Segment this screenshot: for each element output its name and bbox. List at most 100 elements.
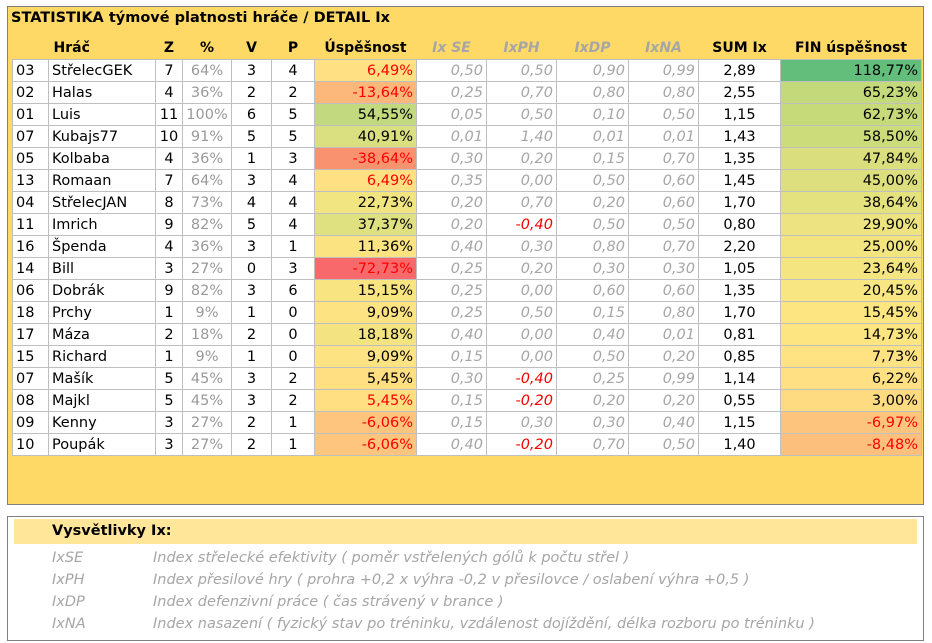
ixse-cell: 0,20 (416, 191, 487, 214)
uspesnost-cell: 9,09% (314, 301, 417, 324)
player-name-cell: Romaan (48, 169, 156, 192)
player-id-cell: 18 (12, 301, 49, 324)
percent-cell: 9% (182, 345, 232, 368)
player-name-cell: Mašík (48, 367, 156, 390)
sum-ix-cell: 1,70 (698, 191, 781, 214)
fin-uspesnost-cell: 15,45% (780, 301, 922, 324)
col-header-z: Z (163, 40, 175, 56)
col-header-fin-uspesnost: FIN úspěšnost (794, 40, 908, 56)
p-cell: 4 (271, 169, 315, 192)
uspesnost-cell: 54,55% (314, 103, 417, 126)
ixdp-cell: 0,30 (556, 411, 629, 434)
player-name-cell: Poupák (48, 433, 156, 456)
table-row: 13 Romaan 7 64% 3 4 6,49% 0,35 0,00 0,50 0,60 1,45 4… (12, 169, 922, 192)
player-id-cell: 10 (12, 433, 49, 456)
ixdp-cell: 0,70 (556, 433, 629, 456)
ixdp-cell: 0,50 (556, 169, 629, 192)
ixph-cell: 0,50 (486, 59, 557, 82)
legend-code: IxSE (52, 550, 84, 566)
fin-uspesnost-cell: 118,77% (780, 59, 922, 82)
p-cell: 1 (271, 411, 315, 434)
table-row: 08 Majkl 5 45% 3 2 5,45% 0,15 -0,20 0,20 0,20 0,55 3… (12, 389, 922, 412)
ixph-cell: 1,40 (486, 125, 557, 148)
ixdp-cell: 0,50 (556, 345, 629, 368)
table-row: 17 Máza 2 18% 2 0 18,18% 0,40 0,00 0,40 0,01 0,81 14… (12, 323, 922, 346)
z-cell: 1 (155, 301, 183, 324)
ixph-cell: 0,00 (486, 279, 557, 302)
p-cell: 5 (271, 125, 315, 148)
percent-cell: 27% (182, 411, 232, 434)
ixdp-cell: 0,40 (556, 323, 629, 346)
player-id-cell: 01 (12, 103, 49, 126)
ixse-cell: 0,30 (416, 367, 487, 390)
uspesnost-cell: 5,45% (314, 367, 417, 390)
ixdp-cell: 0,10 (556, 103, 629, 126)
fin-uspesnost-cell: 23,64% (780, 257, 922, 280)
ixdp-cell: 0,60 (556, 279, 629, 302)
col-header-sum-ix: SUM Ix (712, 40, 767, 56)
fin-uspesnost-cell: 62,73% (780, 103, 922, 126)
p-cell: 6 (271, 279, 315, 302)
legend-header: Vysvětlivky Ix: (14, 519, 917, 544)
percent-cell: 45% (182, 367, 232, 390)
p-cell: 5 (271, 103, 315, 126)
legend-description: Index přesilové hry ( prohra +0,2 x výhr… (153, 572, 750, 588)
ixph-cell: -0,20 (486, 433, 557, 456)
player-id-cell: 07 (12, 367, 49, 390)
z-cell: 7 (155, 59, 183, 82)
col-header-uspesnost: Úspěšnost (324, 40, 407, 56)
table-row: 07 Mašík 5 45% 3 2 5,45% 0,30 -0,40 0,25 0,99 1,14 6… (12, 367, 922, 390)
sum-ix-cell: 1,15 (698, 411, 781, 434)
ixna-cell: 0,99 (628, 59, 699, 82)
col-header-v: V (246, 40, 257, 56)
z-cell: 10 (155, 125, 183, 148)
player-name-cell: StřelecJAN (48, 191, 156, 214)
ixse-cell: 0,40 (416, 235, 487, 258)
ixph-cell: 0,00 (486, 323, 557, 346)
percent-cell: 82% (182, 213, 232, 236)
sum-ix-cell: 1,35 (698, 147, 781, 170)
ixna-cell: 0,30 (628, 257, 699, 280)
v-cell: 0 (231, 257, 272, 280)
stats-table-body: 03 StřelecGEK 7 64% 3 4 6,49% 0,50 0,50 0,90 0,99 2… (12, 59, 922, 456)
sum-ix-cell: 0,81 (698, 323, 781, 346)
ixdp-cell: 0,20 (556, 389, 629, 412)
percent-cell: 91% (182, 125, 232, 148)
player-name-cell: Dobrák (48, 279, 156, 302)
table-row: 05 Kolbaba 4 36% 1 3 -38,64% 0,30 0,20 0,15 0,70 1,… (12, 147, 922, 170)
col-header-ixdp: IxDP (574, 40, 611, 56)
percent-cell: 36% (182, 235, 232, 258)
table-row: 18 Prchy 1 9% 1 0 9,09% 0,25 0,50 0,15 0,80 1,70 15,… (12, 301, 922, 324)
ixse-cell: 0,40 (416, 323, 487, 346)
ixph-cell: 0,50 (486, 301, 557, 324)
player-id-cell: 08 (12, 389, 49, 412)
player-name-cell: Imrich (48, 213, 156, 236)
player-name-cell: Prchy (48, 301, 156, 324)
player-name-cell: Bill (48, 257, 156, 280)
v-cell: 1 (231, 301, 272, 324)
percent-cell: 45% (182, 389, 232, 412)
sum-ix-cell: 0,85 (698, 345, 781, 368)
table-row: 09 Kenny 3 27% 2 1 -6,06% 0,15 0,30 0,30 0,40 1,15-… (12, 411, 922, 434)
sum-ix-cell: 1,15 (698, 103, 781, 126)
sum-ix-cell: 0,55 (698, 389, 781, 412)
fin-uspesnost-cell: 65,23% (780, 81, 922, 104)
player-id-cell: 07 (12, 125, 49, 148)
v-cell: 1 (231, 147, 272, 170)
sum-ix-cell: 2,20 (698, 235, 781, 258)
ixph-cell: 0,20 (486, 257, 557, 280)
p-cell: 1 (271, 433, 315, 456)
v-cell: 3 (231, 169, 272, 192)
player-name-cell: Kolbaba (48, 147, 156, 170)
player-id-cell: 14 (12, 257, 49, 280)
player-name-cell: Špenda (48, 235, 156, 258)
ixph-cell: 0,50 (486, 103, 557, 126)
percent-cell: 82% (182, 279, 232, 302)
percent-cell: 18% (182, 323, 232, 346)
ixdp-cell: 0,80 (556, 235, 629, 258)
fin-uspesnost-cell: -6,97% (780, 411, 922, 434)
z-cell: 3 (155, 411, 183, 434)
ixse-cell: 0,30 (416, 147, 487, 170)
ixdp-cell: 0,20 (556, 191, 629, 214)
ixdp-cell: 0,50 (556, 213, 629, 236)
